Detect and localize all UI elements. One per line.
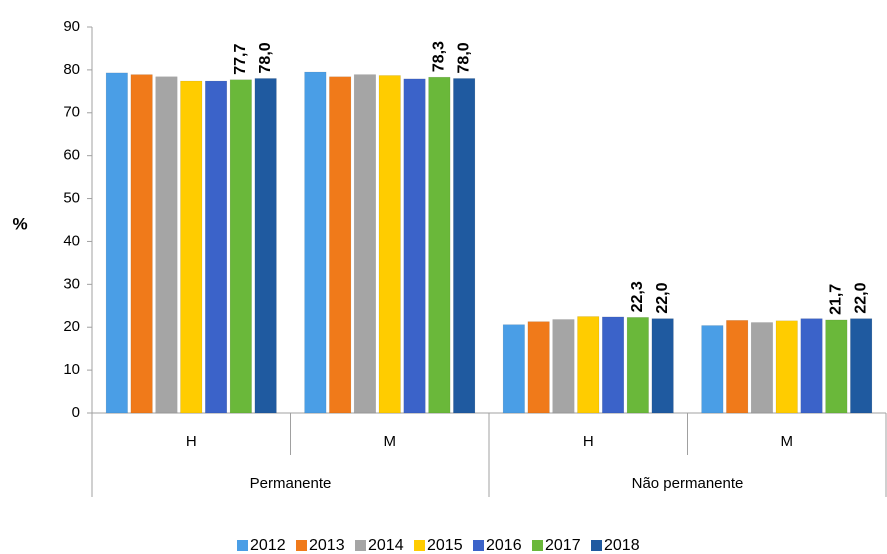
legend-label: 2016 <box>486 537 522 554</box>
y-tick-label: 80 <box>63 61 80 78</box>
x-tick-label: M <box>781 433 794 450</box>
bar <box>229 79 252 414</box>
y-tick-label: 20 <box>63 318 80 335</box>
bar <box>750 322 773 414</box>
bar <box>850 318 873 414</box>
value-label: 78,3 <box>431 41 448 72</box>
y-tick-label: 40 <box>63 232 80 249</box>
legend-label: 2017 <box>545 537 581 554</box>
bar <box>353 74 376 414</box>
group-label: Não permanente <box>632 475 744 492</box>
legend-swatch <box>296 540 307 551</box>
value-label: 78,0 <box>257 42 274 73</box>
bar <box>651 318 674 414</box>
legend-swatch <box>414 540 425 551</box>
bar <box>180 80 203 414</box>
bar <box>502 324 525 414</box>
bar <box>428 76 451 414</box>
bar <box>378 75 401 414</box>
legend-swatch <box>473 540 484 551</box>
legend-label: 2012 <box>250 537 286 554</box>
legend-label: 2018 <box>604 537 640 554</box>
legend-label: 2014 <box>368 537 404 554</box>
bar <box>329 76 352 414</box>
bar <box>800 318 823 414</box>
legend-label: 2015 <box>427 537 463 554</box>
y-tick-label: 70 <box>63 104 80 121</box>
bar <box>453 78 476 414</box>
bar <box>726 320 749 414</box>
bar <box>205 80 228 414</box>
value-label: 22,0 <box>852 282 869 313</box>
bar <box>775 320 798 414</box>
bar <box>626 317 649 414</box>
value-label: 78,0 <box>455 42 472 73</box>
x-tick-label: H <box>583 433 594 450</box>
x-tick-label: M <box>384 433 397 450</box>
bar <box>304 71 327 414</box>
group-label: Permanente <box>250 475 332 492</box>
y-axis-label: % <box>12 214 27 233</box>
y-tick-label: 0 <box>72 404 80 421</box>
bar <box>155 76 178 414</box>
bar <box>701 325 724 414</box>
bar <box>527 321 550 414</box>
bar <box>105 72 128 414</box>
legend-label: 2013 <box>309 537 345 554</box>
bar <box>403 78 426 414</box>
bar <box>130 74 153 414</box>
y-tick-label: 90 <box>63 18 80 35</box>
bar <box>254 78 277 414</box>
legend-swatch <box>237 540 248 551</box>
bar <box>577 316 600 414</box>
value-label: 77,7 <box>232 44 249 75</box>
value-label: 21,7 <box>828 284 845 315</box>
legend-swatch <box>591 540 602 551</box>
y-tick-label: 60 <box>63 147 80 164</box>
legend-swatch <box>532 540 543 551</box>
y-tick-label: 50 <box>63 190 80 207</box>
value-label: 22,3 <box>629 281 646 312</box>
bar <box>825 319 848 414</box>
bar <box>602 316 625 414</box>
y-tick-label: 10 <box>63 361 80 378</box>
value-label: 22,0 <box>654 282 671 313</box>
bar <box>552 319 575 414</box>
y-tick-label: 30 <box>63 275 80 292</box>
legend-swatch <box>355 540 366 551</box>
x-tick-label: H <box>186 433 197 450</box>
